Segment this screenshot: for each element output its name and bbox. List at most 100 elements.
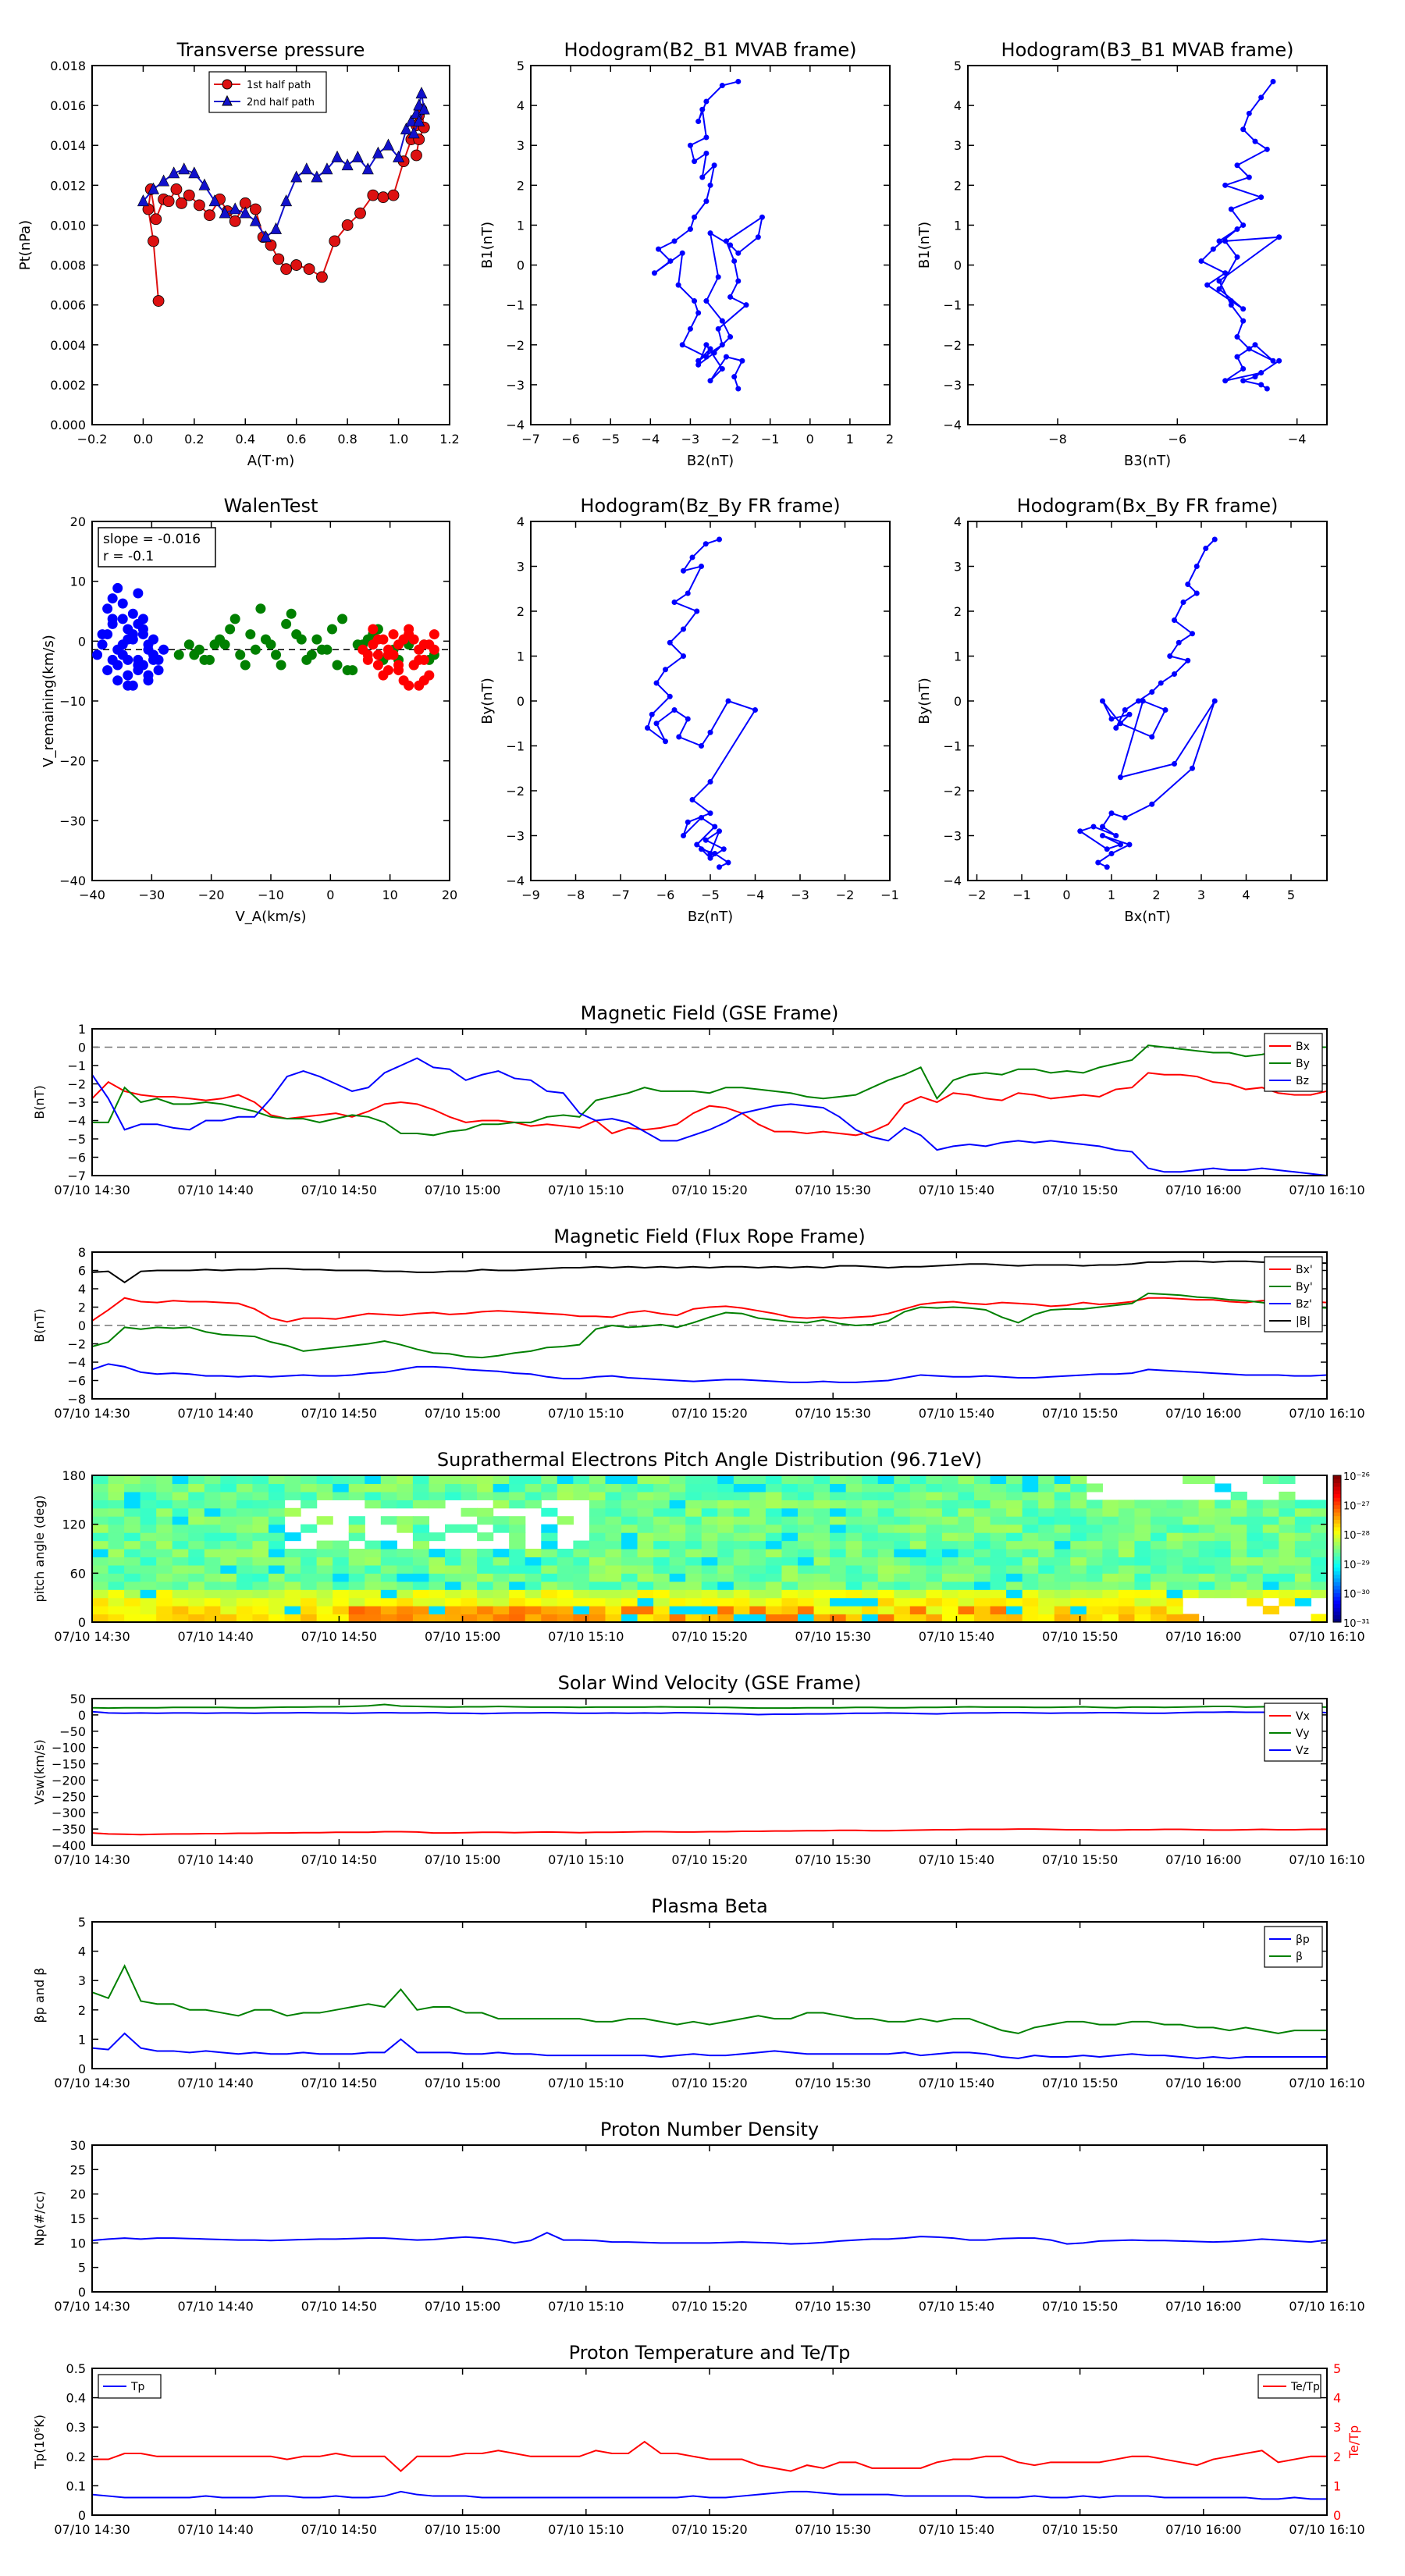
h2-point bbox=[1204, 282, 1211, 288]
walen-xtick-label: −20 bbox=[198, 888, 225, 902]
pad-cell bbox=[156, 1581, 173, 1590]
tp-legend-right: Te/Tp bbox=[1257, 2374, 1321, 2399]
pad-cell bbox=[926, 1557, 943, 1566]
pad-cell bbox=[333, 1564, 350, 1574]
pad-cell bbox=[333, 1483, 350, 1493]
pad-cell bbox=[269, 1532, 286, 1542]
pad-cell bbox=[701, 1540, 718, 1550]
h1-point bbox=[695, 119, 702, 125]
pad-cell bbox=[477, 1564, 494, 1574]
vsw-xtick-label: 07/10 16:10 bbox=[1289, 1852, 1364, 1867]
h1-point bbox=[703, 198, 710, 205]
pad-cell bbox=[1118, 1540, 1136, 1550]
pt-xtick-label: 0.8 bbox=[337, 432, 357, 447]
bgse-xtick-label: 07/10 15:50 bbox=[1042, 1183, 1118, 1197]
h4-point bbox=[1203, 546, 1209, 551]
beta-xtick-label: 07/10 14:50 bbox=[301, 2076, 377, 2090]
h1-point bbox=[715, 326, 721, 332]
pad-cell bbox=[1006, 1532, 1023, 1542]
walen-point bbox=[158, 644, 169, 655]
vsw-series-vx bbox=[92, 1828, 1327, 1836]
pad-cell bbox=[397, 1491, 414, 1500]
pad-cell bbox=[733, 1606, 750, 1615]
pad-cell bbox=[1294, 1589, 1312, 1599]
pad-cell bbox=[477, 1507, 494, 1517]
pad-cell bbox=[990, 1475, 1007, 1485]
pad-cell bbox=[429, 1589, 446, 1599]
h3-xlabel: Bz(nT) bbox=[688, 909, 733, 925]
pad-cell bbox=[589, 1491, 606, 1500]
walen-point bbox=[183, 639, 194, 650]
walen-point bbox=[189, 649, 200, 660]
pad-cell bbox=[926, 1614, 943, 1623]
pad-cell bbox=[685, 1524, 702, 1533]
pad-cell bbox=[301, 1614, 318, 1623]
pad-cell bbox=[445, 1491, 462, 1500]
pad-cell bbox=[781, 1540, 799, 1550]
pad-cell bbox=[1038, 1564, 1055, 1574]
pad-cell bbox=[1166, 1573, 1183, 1582]
pad-cell bbox=[1166, 1516, 1183, 1525]
pad-cell bbox=[733, 1500, 750, 1509]
pad-cell bbox=[990, 1483, 1007, 1493]
pad-cell bbox=[301, 1589, 318, 1599]
pad-cell bbox=[909, 1483, 927, 1493]
pt-point-triangle bbox=[311, 170, 323, 183]
pad-cell bbox=[749, 1500, 767, 1509]
pad-cell bbox=[653, 1475, 670, 1485]
h3-point bbox=[707, 810, 713, 817]
pt-point-circle bbox=[354, 207, 366, 219]
beta-xtick-label: 07/10 15:50 bbox=[1042, 2076, 1118, 2090]
pt-legend-marker bbox=[222, 94, 233, 106]
pad-cell bbox=[412, 1589, 430, 1599]
pad-cell bbox=[1247, 1524, 1264, 1533]
pad-cell bbox=[1166, 1581, 1183, 1590]
bgse-xtick-label: 07/10 16:00 bbox=[1165, 1183, 1241, 1197]
pad-cell bbox=[156, 1557, 173, 1566]
pad-cell bbox=[733, 1564, 750, 1574]
pad-cell bbox=[525, 1573, 542, 1582]
pad-cell bbox=[509, 1581, 526, 1590]
pad-cell bbox=[589, 1500, 606, 1509]
h2-point bbox=[1276, 358, 1282, 364]
pad-cell bbox=[990, 1500, 1007, 1509]
walen-point bbox=[382, 665, 393, 676]
pad-colorbar-label: 10⁻³⁰ bbox=[1343, 1589, 1370, 1600]
pad-cell bbox=[717, 1507, 735, 1517]
pad-cell bbox=[140, 1516, 157, 1525]
pad-cell bbox=[717, 1475, 735, 1485]
pad-cell bbox=[717, 1532, 735, 1542]
pad-cell bbox=[813, 1557, 831, 1566]
pad-cell bbox=[509, 1564, 526, 1574]
pad-cell bbox=[894, 1549, 911, 1558]
pad-cell bbox=[1311, 1581, 1328, 1590]
h2-plot-frame bbox=[967, 65, 1328, 425]
pad-cell bbox=[605, 1606, 622, 1615]
h4-point bbox=[1104, 864, 1110, 870]
pad-cell bbox=[1294, 1564, 1312, 1574]
pad-cell bbox=[605, 1581, 622, 1590]
pad-cell bbox=[1086, 1540, 1103, 1550]
h2-point bbox=[1216, 238, 1222, 244]
pad-colorbar-step bbox=[1333, 1497, 1341, 1502]
pad-cell bbox=[1022, 1507, 1039, 1517]
pad-cell bbox=[637, 1524, 654, 1533]
h2-ytick-label: −4 bbox=[943, 418, 962, 432]
pad-cell bbox=[765, 1475, 783, 1485]
walen-xtick-label: −30 bbox=[138, 888, 165, 902]
pad-cell bbox=[1006, 1564, 1023, 1574]
panel-h3: Hodogram(Bz_By FR frame)−9 −8 −7 −6 −5 −4 −3 −2… bbox=[479, 495, 899, 925]
pad-cell bbox=[653, 1532, 670, 1542]
h2-point bbox=[1240, 126, 1247, 133]
h4-point bbox=[1167, 653, 1173, 659]
h4-point bbox=[1149, 801, 1155, 807]
pad-cell bbox=[862, 1532, 879, 1542]
pad-xtick-label: 07/10 16:00 bbox=[1165, 1629, 1241, 1644]
h4-point bbox=[1158, 680, 1164, 686]
beta-xtick-label: 07/10 15:20 bbox=[671, 2076, 747, 2090]
pad-cell bbox=[172, 1524, 189, 1533]
pad-cell bbox=[140, 1597, 157, 1606]
pad-cell bbox=[1247, 1589, 1264, 1599]
pad-cell bbox=[830, 1557, 847, 1566]
pad-cell bbox=[204, 1540, 221, 1550]
